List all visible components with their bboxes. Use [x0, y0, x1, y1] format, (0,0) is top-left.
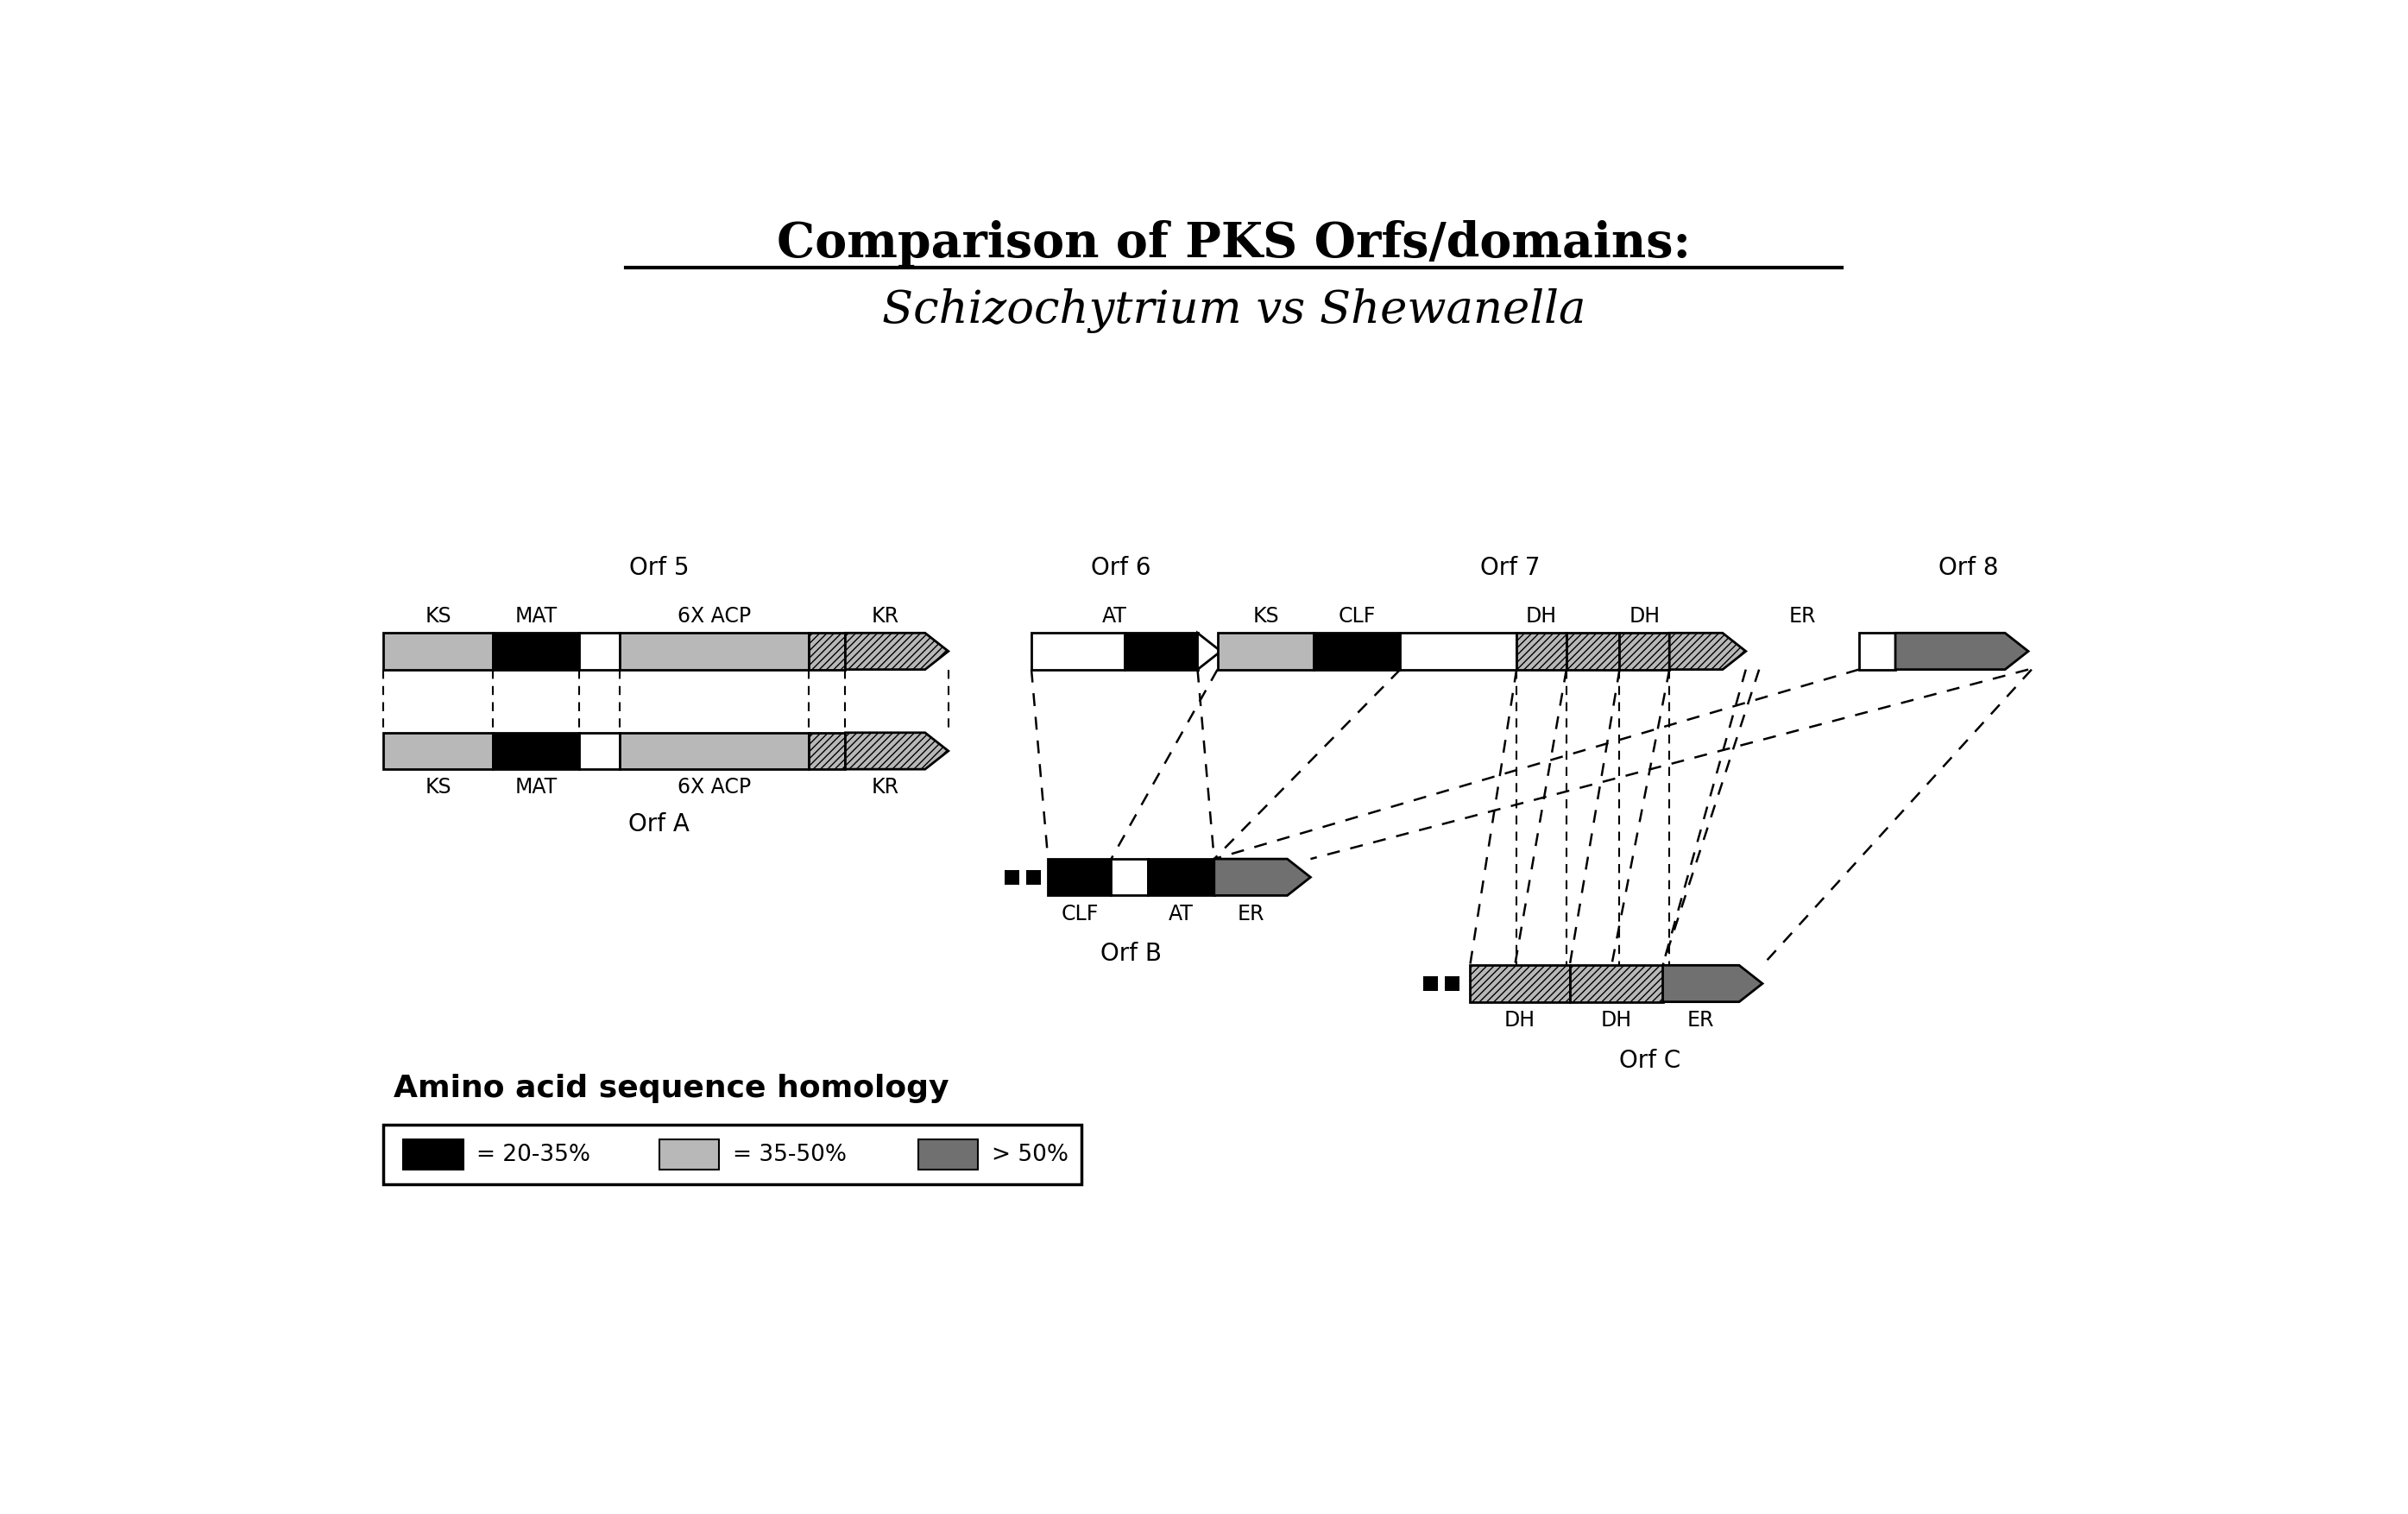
- Text: Orf C: Orf C: [1618, 1048, 1681, 1072]
- Text: 6X ACP: 6X ACP: [677, 606, 751, 627]
- Bar: [494, 633, 580, 669]
- Text: KS: KS: [1252, 606, 1279, 627]
- Bar: [494, 733, 580, 769]
- Bar: [383, 733, 494, 769]
- Bar: [1859, 633, 1895, 669]
- Bar: [1004, 871, 1019, 884]
- Bar: [1517, 633, 1565, 669]
- Text: Comparison of PKS Orfs/domains:: Comparison of PKS Orfs/domains:: [778, 221, 1690, 268]
- Text: Orf 6: Orf 6: [1091, 556, 1151, 580]
- Bar: [1621, 633, 1669, 669]
- Bar: [1399, 633, 1517, 669]
- Polygon shape: [845, 733, 949, 769]
- Polygon shape: [1664, 966, 1763, 1002]
- Text: AT: AT: [1103, 606, 1127, 627]
- Bar: [1110, 858, 1149, 895]
- Bar: [1445, 977, 1459, 990]
- Bar: [405, 1140, 462, 1170]
- Text: DH: DH: [1527, 606, 1558, 627]
- Text: AT: AT: [1168, 904, 1194, 924]
- Bar: [1047, 858, 1110, 895]
- Text: KS: KS: [426, 777, 450, 798]
- Text: KS: KS: [426, 606, 450, 627]
- Bar: [1026, 871, 1040, 884]
- Text: ER: ER: [1238, 904, 1264, 924]
- Polygon shape: [1197, 633, 1221, 669]
- Text: Orf A: Orf A: [628, 813, 689, 837]
- Polygon shape: [1214, 858, 1310, 895]
- Text: Amino acid sequence homology: Amino acid sequence homology: [393, 1073, 949, 1102]
- Text: CLF: CLF: [1062, 904, 1098, 924]
- Text: KR: KR: [872, 606, 898, 627]
- Text: Orf 8: Orf 8: [1938, 556, 1999, 580]
- Bar: [1031, 633, 1125, 669]
- Text: Schizochytrium vs Shewanella: Schizochytrium vs Shewanella: [881, 288, 1587, 333]
- Text: DH: DH: [1601, 1010, 1633, 1031]
- Text: Orf 5: Orf 5: [628, 556, 689, 580]
- Bar: [1423, 977, 1438, 990]
- Text: Orf 7: Orf 7: [1481, 556, 1539, 580]
- Text: ER: ER: [1789, 606, 1816, 627]
- Text: DH: DH: [1628, 606, 1659, 627]
- Bar: [619, 733, 809, 769]
- Bar: [1570, 966, 1664, 1002]
- Bar: [1125, 633, 1197, 669]
- Bar: [580, 633, 619, 669]
- Text: = 35-50%: = 35-50%: [732, 1143, 845, 1166]
- Text: KR: KR: [872, 777, 898, 798]
- Bar: [1565, 633, 1621, 669]
- Text: DH: DH: [1505, 1010, 1536, 1031]
- Text: Orf B: Orf B: [1100, 942, 1161, 966]
- Bar: [383, 1125, 1081, 1184]
- Text: ER: ER: [1688, 1010, 1714, 1031]
- Text: = 20-35%: = 20-35%: [477, 1143, 590, 1166]
- Bar: [809, 733, 845, 769]
- Text: > 50%: > 50%: [992, 1143, 1069, 1166]
- Text: CLF: CLF: [1339, 606, 1375, 627]
- Bar: [660, 1140, 720, 1170]
- Bar: [619, 633, 809, 669]
- Bar: [1315, 633, 1399, 669]
- Bar: [809, 633, 845, 669]
- Polygon shape: [1895, 633, 2028, 669]
- Bar: [383, 633, 494, 669]
- Bar: [1218, 633, 1315, 669]
- Polygon shape: [845, 633, 949, 669]
- Text: MAT: MAT: [515, 606, 559, 627]
- Bar: [917, 1140, 978, 1170]
- Bar: [1469, 966, 1570, 1002]
- Bar: [1149, 858, 1214, 895]
- Text: MAT: MAT: [515, 777, 559, 798]
- Bar: [580, 733, 619, 769]
- Text: 6X ACP: 6X ACP: [677, 777, 751, 798]
- Polygon shape: [1669, 633, 1746, 669]
